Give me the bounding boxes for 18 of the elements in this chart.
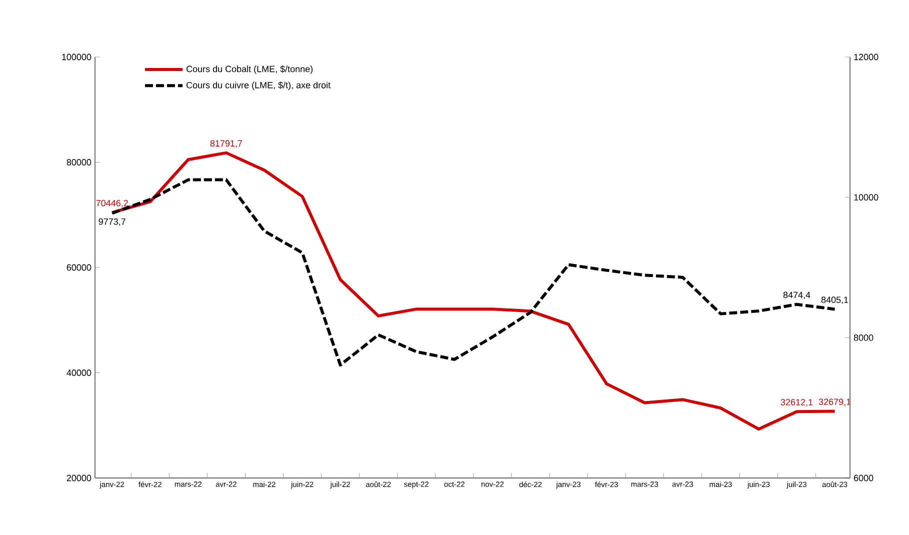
y2-tick-label: 12000 (854, 54, 878, 60)
y-tick-label: 100000 (62, 54, 92, 60)
legend-label: Cours du cuivre (LME, $/t), axe droit (186, 82, 331, 90)
y-tick-label: 80000 (66, 159, 92, 166)
data-label: 32612,1 (780, 398, 813, 406)
data-label: 9773,7 (98, 218, 126, 226)
y2-tick-label: 6000 (854, 474, 874, 482)
data-label: 32679,1 (818, 398, 851, 406)
y-tick-label: 60000 (66, 264, 92, 271)
y-tick-label: 20000 (66, 474, 92, 482)
data-label: 8474,4 (783, 292, 810, 300)
data-label: 8405,1 (821, 296, 848, 304)
legend-label: Cours du Cobalt (LME, $/tonne) (186, 65, 313, 74)
y2-tick-label: 8000 (854, 334, 874, 341)
data-label: 81791,7 (210, 140, 242, 148)
data-label: 70446,2 (96, 200, 128, 208)
y2-tick-label: 10000 (854, 194, 878, 201)
y-tick-label: 40000 (66, 370, 92, 376)
